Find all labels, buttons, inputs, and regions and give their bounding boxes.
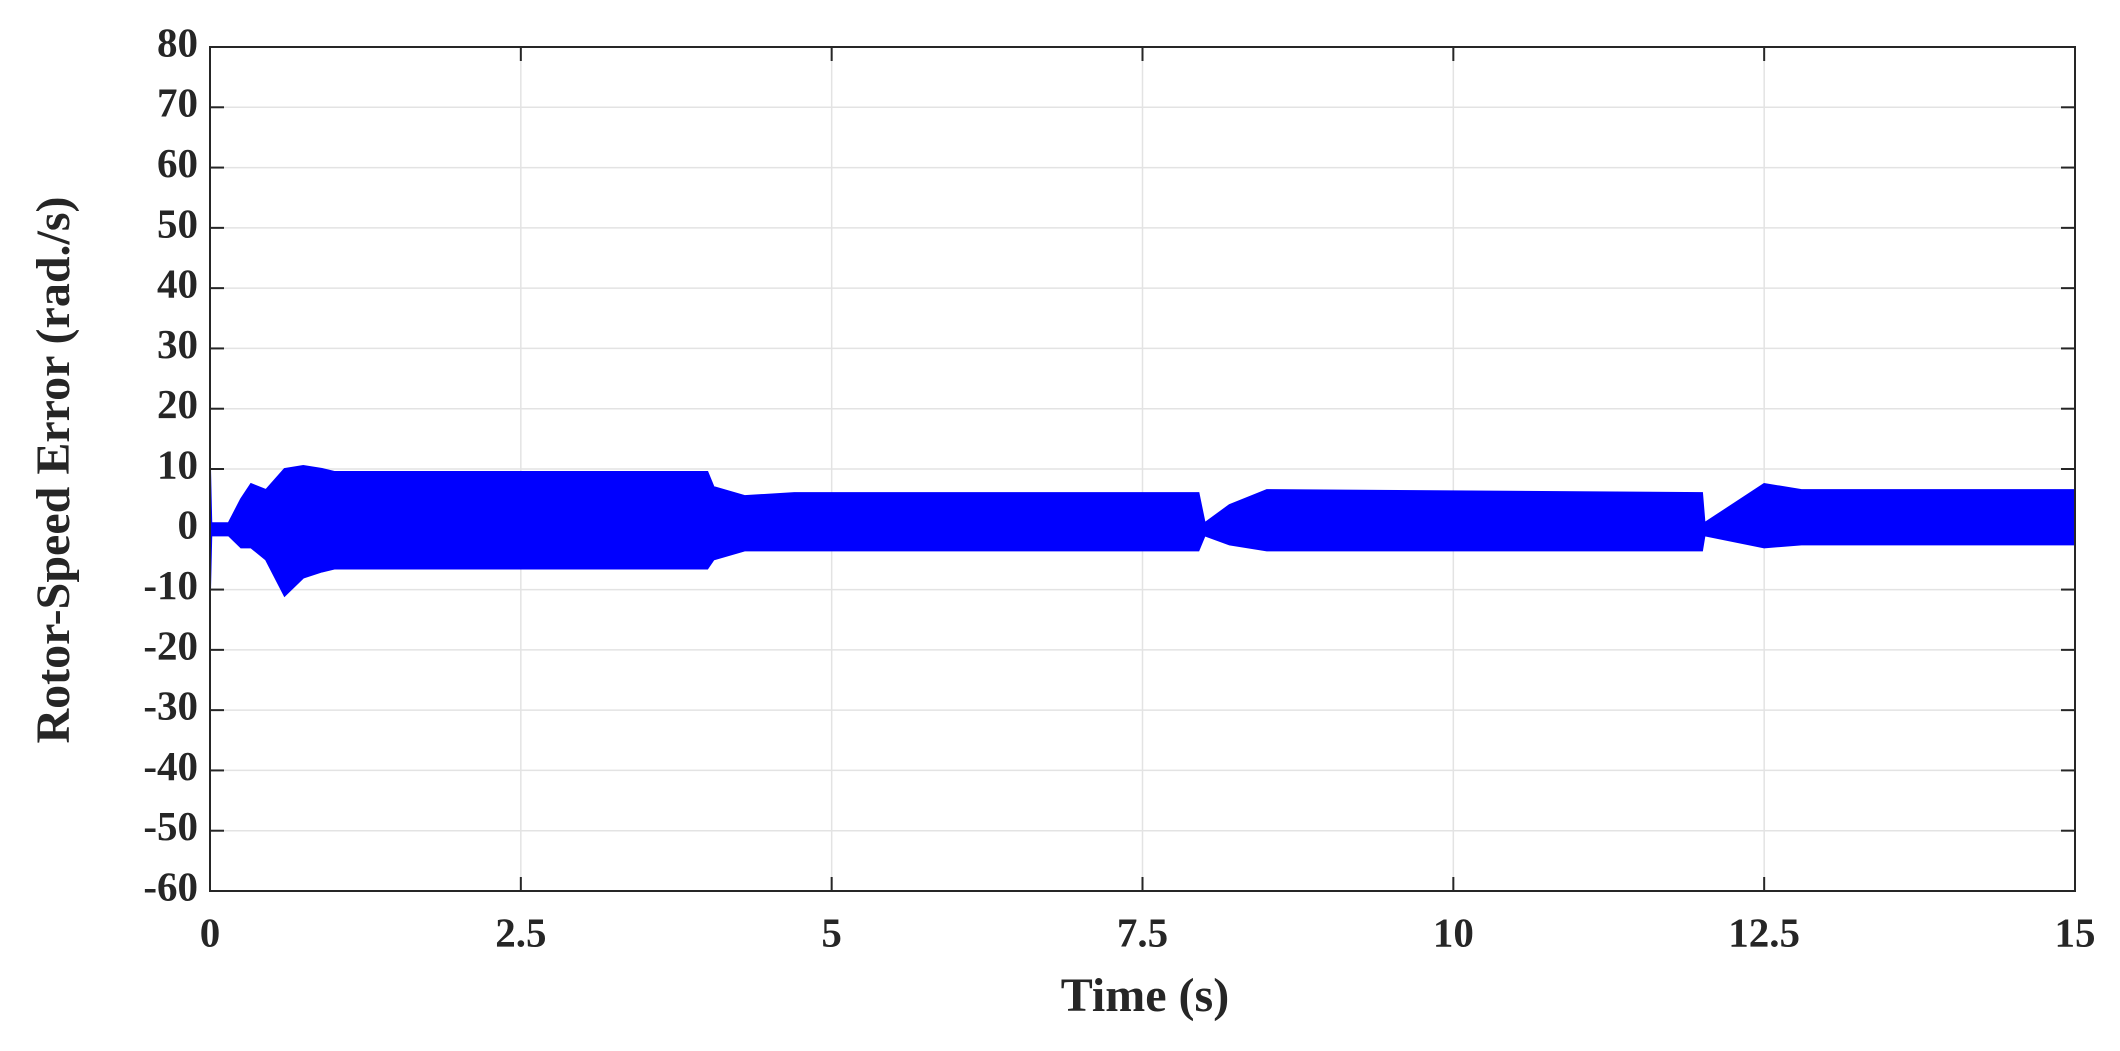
x-tick-label: 10 <box>1433 909 1474 955</box>
plot-frame <box>209 46 2076 892</box>
y-tick-label: -50 <box>143 803 198 849</box>
y-tick-label: -40 <box>143 743 198 789</box>
y-tick-label: -10 <box>143 562 198 608</box>
y-tick-label: 70 <box>157 80 198 126</box>
y-tick-label: -30 <box>143 683 198 729</box>
x-tick-label: 2.5 <box>495 909 546 955</box>
y-tick-label: 80 <box>157 19 198 65</box>
y-tick-label: 60 <box>157 140 198 186</box>
x-tick-label: 5 <box>821 909 842 955</box>
y-tick-label: 10 <box>157 441 198 487</box>
x-tick-label: 15 <box>2055 909 2096 955</box>
y-tick-label: 40 <box>157 261 198 307</box>
y-tick-label: -20 <box>143 622 198 668</box>
x-tick-label: 7.5 <box>1117 909 1168 955</box>
y-tick-label: 0 <box>178 502 199 548</box>
x-tick-label: 0 <box>200 909 221 955</box>
y-axis-label: Rotor-Speed Error (rad./s) <box>27 196 80 743</box>
y-tick-label: -60 <box>143 863 198 909</box>
y-tick-label: 30 <box>157 321 198 367</box>
y-tick-label: 50 <box>157 200 198 246</box>
x-axis-label: Time (s) <box>1061 969 1229 1022</box>
x-tick-label: 12.5 <box>1728 909 1800 955</box>
y-tick-label: 20 <box>157 381 198 427</box>
